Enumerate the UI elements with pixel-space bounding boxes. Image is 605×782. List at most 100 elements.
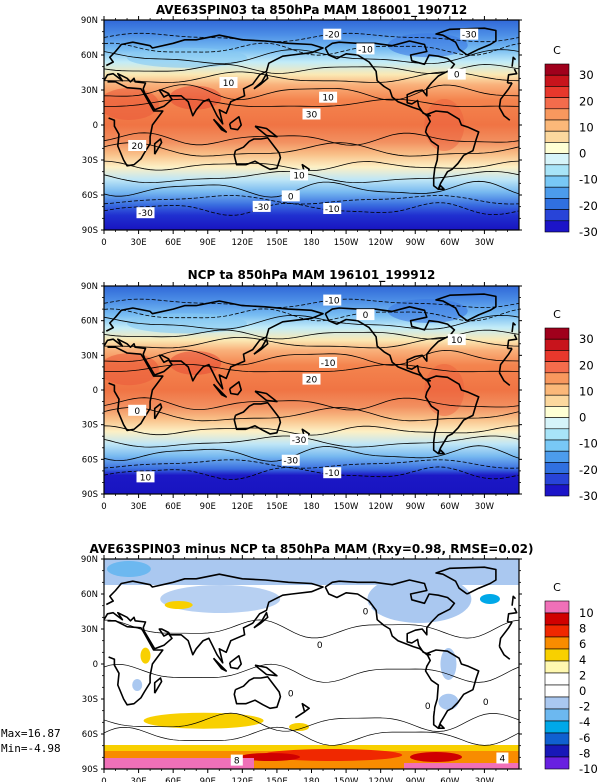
lon-tick-label: 120W: [368, 777, 393, 782]
colorbar-unit: C: [553, 308, 561, 321]
colorbar-box: [544, 372, 570, 385]
plot-frame: [103, 19, 520, 231]
contour-line: [104, 308, 519, 322]
contour-label: -30: [292, 436, 307, 446]
colorbar-label: -20: [579, 199, 598, 213]
lon-tick-label: 60W: [440, 238, 460, 248]
contour-label: 20: [306, 376, 318, 386]
coastline: [153, 138, 163, 155]
lon-tick-label: 180: [303, 502, 319, 512]
contour-label-bg: [496, 752, 509, 764]
lat-tick-label: 0: [93, 386, 98, 396]
colorbar-box: [544, 63, 570, 76]
cold-anomaly-siberia: [127, 47, 247, 68]
panel-3: AVE63SPIN03 minus NCP ta 850hPa MAM (Rxy…: [1, 542, 598, 782]
colorbar-box: [544, 450, 570, 463]
contour-label: -10: [325, 205, 340, 215]
lat-tick-label: 60N: [81, 51, 98, 61]
colorbar-box: [544, 428, 570, 441]
colorbar-box: [544, 108, 570, 121]
contour-line: [104, 98, 519, 108]
contour-label: 30: [306, 111, 318, 121]
colorbar-box: [544, 164, 570, 177]
lon-tick-label: 0: [101, 502, 106, 512]
positive-band-max: [404, 763, 519, 769]
colorbar-label: 0: [579, 147, 586, 161]
contour-label: 0: [288, 689, 294, 699]
contour-label: -20: [325, 31, 340, 41]
lon-tick-label: 30W: [475, 238, 495, 248]
colorbar-box: [544, 473, 570, 486]
coastline: [228, 381, 242, 396]
lon-tick-label: 180: [303, 238, 319, 248]
negative-anomaly: [479, 594, 500, 604]
contour-label-bg: [447, 68, 466, 80]
contour-label: -10: [321, 359, 336, 369]
coastline: [212, 657, 227, 672]
lat-tick-label: 90N: [81, 282, 98, 292]
contour-label-bg: [302, 373, 321, 385]
warm-anomaly-samerica: [424, 99, 465, 151]
contour-label: -10: [325, 297, 340, 307]
contour-line: [104, 397, 519, 411]
negative-anomaly-arctic: [104, 559, 519, 585]
coastline: [107, 619, 164, 706]
colorbar-box: [544, 439, 570, 452]
colorbar-box: [544, 406, 570, 418]
coastline: [324, 305, 456, 382]
lon-tick-label: 120E: [232, 777, 254, 782]
coastline: [253, 611, 269, 629]
contour-line: [104, 32, 519, 43]
contour-label: -10: [358, 45, 373, 55]
colorbar-label: -10: [579, 173, 598, 187]
coastline: [511, 56, 517, 67]
colorbar-box: [544, 198, 570, 210]
contour-label-bg: [281, 190, 300, 202]
colorbar-box: [544, 175, 570, 188]
lon-tick-label: 150E: [266, 502, 288, 512]
colorbar-label: 20: [579, 358, 594, 372]
lon-tick-label: 90W: [406, 502, 426, 512]
colorbar-box: [544, 361, 570, 374]
lon-tick-label: 90E: [200, 777, 216, 782]
colorbar-label: 10: [579, 384, 594, 398]
lat-tick-label: 30N: [81, 351, 98, 361]
contour-label-bg: [252, 200, 271, 212]
map-area: -20 -10 0 10 30 -30 20 10 0 -10 -30 -30 10: [104, 20, 519, 230]
contour-label-bg: [447, 334, 466, 346]
lat-tick-label: 0: [93, 660, 98, 670]
lon-tick-label: 0: [101, 238, 106, 248]
colorbar-box: [544, 732, 570, 746]
colorbar-label: -6: [579, 731, 590, 745]
colorbar-box: [544, 672, 570, 686]
contour-line: [104, 445, 519, 462]
contour-label: 0: [425, 702, 431, 712]
coastline: [254, 664, 278, 677]
colorbar-box: [544, 209, 570, 222]
lon-tick-label: 120E: [232, 238, 254, 248]
lat-tick-label: 90S: [82, 765, 98, 775]
colorbar-label: -30: [579, 225, 598, 239]
contour-label: 20: [131, 142, 143, 152]
colorbar-box: [544, 153, 570, 166]
contour-line: [104, 180, 519, 198]
lon-tick-label: 0: [101, 777, 106, 782]
coastline: [498, 372, 511, 387]
contour-label: -10: [325, 469, 340, 479]
colorbar-label: -20: [579, 463, 598, 477]
lon-tick-label: 60W: [440, 502, 460, 512]
negative-anomaly: [438, 693, 459, 710]
colorbar-label: 0: [579, 684, 586, 698]
contour-label-bg: [421, 700, 434, 711]
coastline: [233, 137, 282, 171]
colorbar-box: [544, 720, 570, 734]
colorbar-box: [544, 708, 570, 722]
colorbar-box: [544, 744, 570, 758]
lat-tick-label: 30S: [82, 695, 98, 705]
colorbar-label: 2: [579, 668, 586, 682]
colorbar-label: 20: [579, 94, 594, 108]
warm-anomaly-india: [169, 85, 222, 110]
lon-tick-label: 150W: [334, 502, 359, 512]
colorbar-box: [544, 636, 570, 650]
